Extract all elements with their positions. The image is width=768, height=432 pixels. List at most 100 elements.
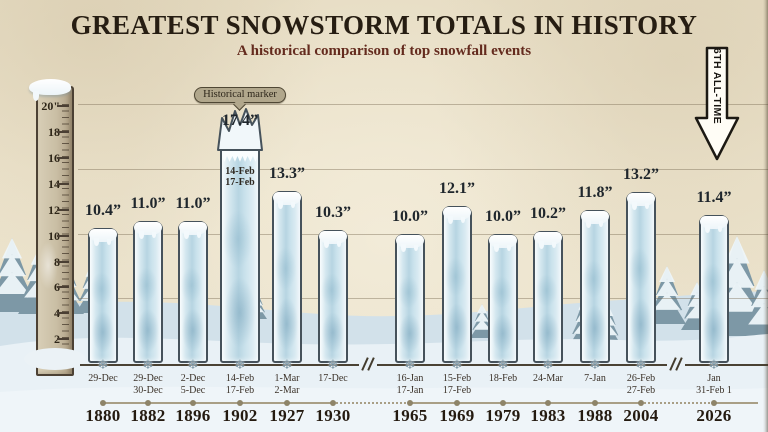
axis-break-icon — [667, 356, 685, 373]
storm-dates-2004: 26-Feb 27-Feb — [626, 373, 656, 396]
timeline-segment — [457, 402, 503, 404]
value-label-1902: 17.4” — [222, 111, 258, 129]
value-label-1930: 10.3” — [315, 203, 351, 221]
value-label-1983: 10.2” — [530, 205, 566, 222]
snow-cap-icon — [700, 216, 728, 234]
storm-dates-1930: 17-Dec — [318, 373, 348, 384]
timeline-segment — [333, 402, 410, 404]
snowflake-icon: ❄ — [142, 357, 154, 372]
bar-1965 — [395, 233, 425, 363]
ruler-tick-mark — [57, 208, 69, 211]
timeline-segment — [148, 402, 193, 404]
value-label-2004: 13.2” — [623, 166, 659, 184]
timeline-segment — [287, 402, 333, 404]
bar-1979 — [488, 233, 518, 363]
ruler-tick-mark — [57, 131, 69, 134]
timeline-dot — [711, 400, 717, 406]
snowflake-icon: ❄ — [708, 357, 720, 372]
all-time-rank-text: 6TH ALL-TIME — [711, 47, 723, 125]
ruler-minor-ticks — [62, 104, 69, 352]
snowflake-icon: ❄ — [589, 357, 601, 372]
value-label-1880: 10.4” — [85, 202, 121, 220]
timeline-segment — [193, 402, 240, 404]
snowflake-icon: ❄ — [187, 357, 199, 372]
timeline-dot — [407, 400, 413, 406]
ruler-tick-mark — [57, 286, 69, 289]
snow-cap-icon — [134, 221, 162, 239]
value-label-1965: 10.0” — [392, 207, 428, 225]
snow-cap-icon — [534, 232, 562, 249]
value-label-2026: 11.4” — [696, 189, 732, 207]
snow-cap-icon — [396, 234, 424, 252]
ruler-tick-mark — [57, 260, 69, 263]
bar-1882 — [133, 220, 163, 363]
timeline-dot — [592, 400, 598, 406]
storm-dates-2026: Jan 31-Feb 1 — [696, 373, 732, 396]
value-label-1882: 11.0” — [130, 194, 166, 212]
value-label-1927: 13.3” — [269, 164, 305, 182]
ruler-tick-label: 16 — [48, 151, 60, 165]
timeline-segment — [595, 402, 641, 404]
snowflake-icon: ❄ — [635, 357, 647, 372]
bar-1969 — [442, 206, 472, 363]
snow-cap-icon — [89, 229, 117, 247]
timeline-segment — [103, 402, 148, 404]
ruler-tick-label: 20" — [41, 99, 60, 114]
page-title: GREATEST SNOWSTORM TOTALS IN HISTORY — [70, 10, 698, 40]
timeline-dot — [638, 400, 644, 406]
snow-mound — [24, 348, 86, 370]
bar-1896 — [178, 220, 208, 363]
historical-marker-tooltip: Historical marker — [192, 84, 288, 111]
snow-cap-icon — [273, 191, 301, 209]
snowflake-icon: ❄ — [451, 357, 463, 372]
snowflake-icon: ❄ — [97, 357, 109, 372]
snowflake-icon: ❄ — [497, 357, 509, 372]
timeline-dot — [237, 400, 243, 406]
ruler-tick-label: 18 — [48, 125, 60, 140]
timeline-segment — [714, 402, 758, 404]
ruler-tick-mark — [57, 312, 69, 315]
timeline-segment — [503, 402, 548, 404]
snow-cap-icon — [581, 211, 609, 229]
timeline-segment — [410, 402, 457, 404]
ice-crown-icon — [211, 106, 269, 157]
snowflake-icon: ❄ — [542, 357, 554, 372]
timeline-dot — [284, 400, 290, 406]
timeline-dot — [545, 400, 551, 406]
bar-1983 — [533, 231, 563, 363]
gridline — [78, 104, 768, 106]
snow-cap-icon — [627, 193, 655, 211]
snow-cap-icon — [179, 221, 207, 239]
ruler-tick-mark — [57, 182, 69, 185]
snowflake-icon: ❄ — [234, 357, 246, 372]
snowflake-icon: ❄ — [327, 357, 339, 372]
ruler-tick-mark — [57, 338, 69, 341]
snow-cap-icon — [489, 234, 517, 252]
ruler-tick-mark — [57, 157, 69, 159]
timeline-dot — [190, 400, 196, 406]
year-label-2004: 2004 — [623, 406, 659, 425]
all-time-rank-arrow: 6TH ALL-TIME — [694, 46, 740, 162]
ruler-tick-label: 12 — [48, 202, 60, 217]
timeline-segment — [641, 402, 714, 404]
bar-2004 — [626, 192, 656, 363]
paper-edge — [763, 0, 768, 432]
value-label-1979: 10.0” — [485, 207, 521, 225]
gridline — [78, 233, 768, 235]
timeline-dot — [500, 400, 506, 406]
timeline-segment — [240, 402, 287, 404]
ruler-tick-label: 14 — [48, 176, 60, 191]
on-bar-dates-1902: 14-Feb 17-Feb — [225, 165, 255, 189]
bar-2026 — [699, 215, 729, 363]
snow-cap-icon — [319, 230, 347, 248]
axis-break-icon — [359, 356, 377, 373]
page-subtitle: A historical comparison of top snowfall … — [236, 43, 532, 59]
ruler: 20"18161412108642 — [29, 79, 74, 376]
year-label-2026: 2026 — [696, 406, 732, 425]
ruler-tick-mark — [57, 105, 69, 108]
timeline-dot — [330, 400, 336, 406]
bar-1988 — [580, 210, 610, 363]
ruler-snow-cap — [29, 79, 71, 101]
ice-ledge-icon — [222, 148, 258, 162]
